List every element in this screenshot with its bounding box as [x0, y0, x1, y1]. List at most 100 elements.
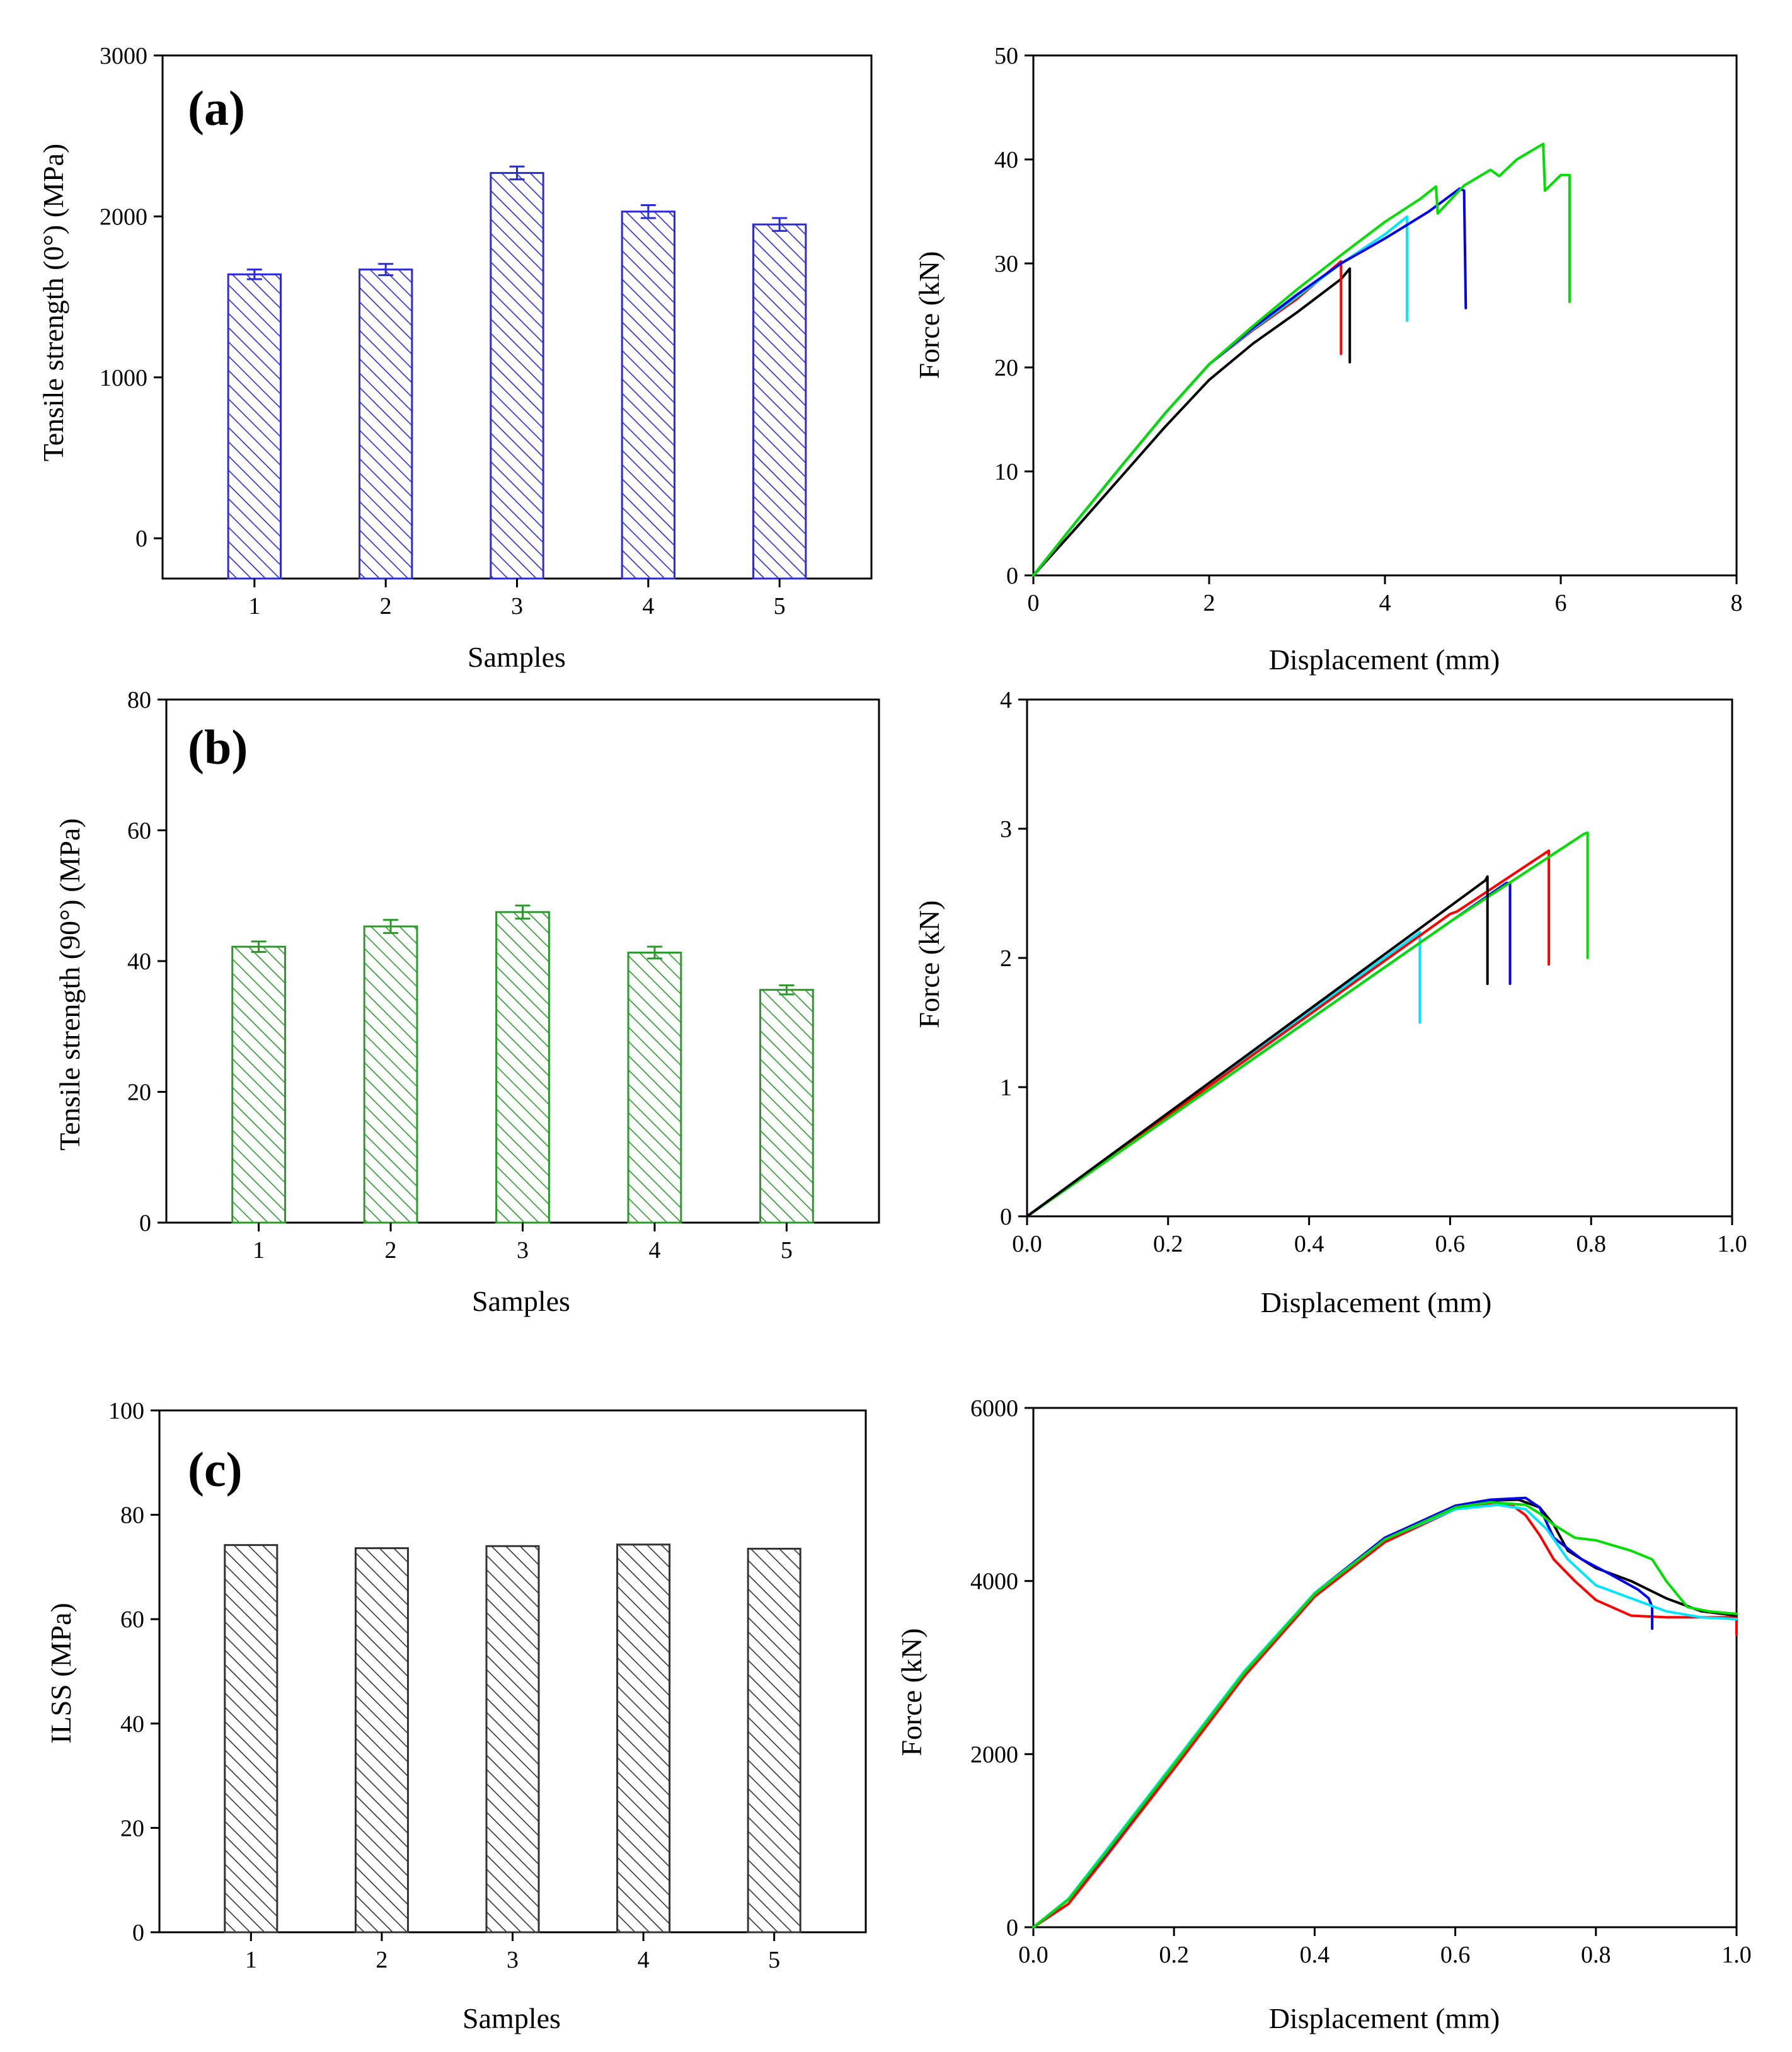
- a-line-xtick-label: 4: [1379, 590, 1391, 616]
- c-bar-xtick-label-1: 1: [245, 1947, 257, 1973]
- c-bar-xtick-label-2: 2: [376, 1947, 388, 1973]
- c-line-ytick-label: 0: [1006, 1915, 1018, 1941]
- b-line-ytick-label: 1: [1000, 1075, 1012, 1101]
- c-bar-bar-4: [616, 1543, 671, 1934]
- panel-c-line-chart: 0 2000 4000 6000 0.0 0.2 0.4 0.6 0.8 1.0: [970, 1395, 1752, 1968]
- c-line-xtick-label: 0.2: [1159, 1942, 1189, 1968]
- b-line-ytick-label: 4: [1000, 687, 1012, 713]
- a-bar-bar-2: [359, 268, 413, 580]
- panel-tag-a: (a): [188, 81, 245, 135]
- a-line-series-red: [1032, 260, 1343, 577]
- b-line-ylabel: Force (kN): [913, 900, 945, 1028]
- c-bar-bar-5: [747, 1547, 801, 1934]
- c-bar-xtick-label-5: 5: [768, 1947, 780, 1973]
- a-bar-bar-3: [490, 171, 544, 580]
- panel-b-bar-chart: 0 20 40 60 80 1 2 3 4 5: [127, 687, 880, 1264]
- a-line-ylabel: Force (kN): [913, 251, 945, 379]
- b-line-series-green: [1026, 831, 1589, 1218]
- b-bar-xtick-label-5: 5: [781, 1237, 793, 1264]
- a-bar-xtick-label-1: 1: [248, 593, 260, 620]
- b-line-ytick-label: 3: [1000, 816, 1012, 843]
- a-bar-xtick-label-4: 4: [642, 593, 654, 620]
- a-line-ytick-label: 10: [994, 459, 1018, 485]
- a-bar-ytick-label: 3000: [100, 43, 147, 69]
- b-line-xtick-label: 0.2: [1153, 1231, 1183, 1257]
- c-bar-ylabel: ILSS (MPa): [45, 1603, 77, 1744]
- b-line-ytick-label: 0: [1000, 1204, 1012, 1230]
- c-line-frame: [1032, 1407, 1738, 1928]
- c-bar-ytick-label: 20: [120, 1815, 144, 1842]
- b-line-xtick-label: 0.6: [1435, 1231, 1466, 1257]
- b-line-xtick-label: 0.8: [1576, 1231, 1606, 1257]
- c-bar-ytick-label: 60: [120, 1606, 144, 1633]
- c-bar-bar-2: [354, 1547, 409, 1934]
- c-bar-xtick-label-3: 3: [507, 1947, 519, 1973]
- b-bar-ytick-label: 40: [127, 948, 151, 975]
- c-bar-xtick-label-4: 4: [638, 1947, 650, 1973]
- a-line-ytick-label: 50: [994, 43, 1018, 69]
- c-bar-xlabel: Samples: [462, 2002, 561, 2034]
- b-line-xtick-label: 1.0: [1717, 1231, 1747, 1257]
- a-line-series-black: [1032, 267, 1352, 577]
- b-bar-ytick-label: 80: [127, 687, 151, 713]
- panel-c-bar-chart: 0 20 40 60 80 100 1 2 3 4 5: [108, 1398, 867, 1973]
- c-line-ytick-label: 4000: [970, 1569, 1018, 1595]
- b-bar-ylabel: Tensile strength (90°) (MPa): [54, 818, 86, 1150]
- b-bar-bar-4: [627, 952, 682, 1224]
- b-bar-ytick-label: 20: [127, 1080, 151, 1106]
- a-bar-xtick-label-3: 3: [511, 593, 523, 620]
- a-bar-bar-5: [752, 223, 807, 580]
- a-bar-ytick-label: 1000: [100, 365, 147, 391]
- b-line-xtick-label: 0.4: [1294, 1231, 1324, 1257]
- a-bar-xtick-label-2: 2: [380, 593, 392, 620]
- panel-a-bar-chart: 0 1000 2000 3000 1 2 3 4 5: [100, 43, 873, 620]
- b-bar-ytick-label: 0: [139, 1210, 151, 1236]
- panel-b-line-chart: 0 1 2 3 4 0.0 0.2 0.4 0.6 0.8 1.0: [1000, 687, 1747, 1257]
- a-line-ytick-label: 0: [1006, 563, 1018, 589]
- c-bar-ytick-label: 0: [132, 1920, 144, 1946]
- c-line-series-black: [1032, 1498, 1738, 1928]
- b-bar-xlabel: Samples: [472, 1285, 570, 1317]
- c-line-xtick-label: 1.0: [1721, 1942, 1752, 1968]
- b-bar-bar-2: [363, 925, 418, 1224]
- a-line-series-green: [1032, 142, 1571, 577]
- a-line-xlabel: Displacement (mm): [1269, 643, 1500, 676]
- a-bar-xlabel: Samples: [468, 641, 566, 673]
- c-bar-bar-1: [224, 1544, 279, 1934]
- a-bar-ytick-label: 0: [135, 526, 147, 552]
- a-line-frame: [1032, 54, 1738, 577]
- b-line-series-black: [1026, 875, 1489, 1218]
- b-bar-xtick-label-2: 2: [385, 1237, 397, 1264]
- c-line-ytick-label: 2000: [970, 1741, 1018, 1768]
- b-line-ytick-label: 2: [1000, 945, 1012, 972]
- c-line-xtick-label: 0.4: [1300, 1942, 1330, 1968]
- panel-tag-c: (c): [188, 1442, 243, 1497]
- b-bar-bar-5: [759, 989, 814, 1224]
- b-line-xtick-label: 0.0: [1012, 1231, 1042, 1257]
- b-bar-xtick-label-4: 4: [648, 1237, 660, 1264]
- c-bar-ytick-label: 40: [120, 1711, 144, 1738]
- c-bar-bar-3: [485, 1545, 540, 1934]
- c-line-xlabel: Displacement (mm): [1269, 2002, 1500, 2034]
- a-line-xtick-label: 2: [1203, 590, 1215, 616]
- a-line-ytick-label: 20: [994, 355, 1018, 381]
- c-line-ylabel: Force (kN): [895, 1628, 928, 1756]
- c-line-series-blue: [1032, 1496, 1654, 1928]
- b-line-series-red: [1026, 849, 1551, 1218]
- panel-tag-b: (b): [188, 720, 248, 775]
- c-bar-ytick-label: 100: [108, 1398, 144, 1424]
- c-line-series-cyan: [1032, 1503, 1738, 1928]
- b-bar-xtick-label-1: 1: [253, 1237, 265, 1264]
- panel-a-line-chart: 0 10 20 30 40 50 0 2 4 6 8: [994, 43, 1743, 616]
- c-line-xtick-label: 0.6: [1440, 1942, 1471, 1968]
- a-line-ytick-label: 40: [994, 147, 1018, 173]
- a-line-series-blue: [1032, 187, 1467, 577]
- b-bar-bar-1: [231, 945, 287, 1224]
- a-bar-bar-4: [621, 210, 676, 580]
- a-line-ytick-label: 30: [994, 251, 1018, 277]
- a-bar-ytick-label: 2000: [100, 204, 147, 230]
- a-line-xtick-label: 8: [1731, 590, 1743, 616]
- c-line-xtick-label: 0.8: [1581, 1942, 1611, 1968]
- b-bar-bar-3: [495, 911, 550, 1224]
